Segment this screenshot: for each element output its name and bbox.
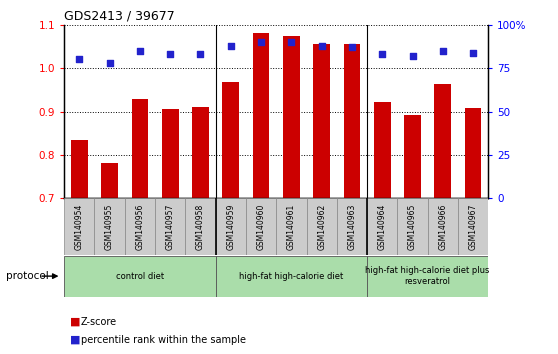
Bar — [192, 107, 209, 198]
Bar — [344, 44, 360, 198]
FancyBboxPatch shape — [367, 198, 397, 255]
Bar — [162, 109, 179, 198]
Text: GSM140962: GSM140962 — [317, 204, 326, 250]
Bar — [132, 98, 148, 198]
Text: GSM140961: GSM140961 — [287, 204, 296, 250]
Text: Z-score: Z-score — [81, 317, 117, 327]
FancyBboxPatch shape — [64, 198, 94, 255]
Bar — [313, 44, 330, 198]
Text: GSM140959: GSM140959 — [227, 203, 235, 250]
Point — [378, 51, 387, 57]
FancyBboxPatch shape — [215, 256, 367, 297]
FancyBboxPatch shape — [215, 198, 246, 255]
Point — [75, 57, 84, 62]
Bar — [465, 108, 482, 198]
Point — [227, 43, 235, 48]
FancyBboxPatch shape — [427, 198, 458, 255]
Point — [317, 43, 326, 48]
FancyBboxPatch shape — [155, 198, 185, 255]
Text: GSM140957: GSM140957 — [166, 203, 175, 250]
FancyBboxPatch shape — [246, 198, 276, 255]
Text: GSM140956: GSM140956 — [136, 203, 145, 250]
Text: GSM140966: GSM140966 — [439, 203, 448, 250]
Bar — [71, 140, 88, 198]
FancyBboxPatch shape — [185, 198, 215, 255]
Point — [105, 60, 114, 66]
Text: GSM140964: GSM140964 — [378, 203, 387, 250]
Point — [287, 39, 296, 45]
Text: GSM140960: GSM140960 — [257, 203, 266, 250]
Text: GSM140955: GSM140955 — [105, 203, 114, 250]
Text: high-fat high-calorie diet: high-fat high-calorie diet — [239, 272, 344, 281]
FancyBboxPatch shape — [125, 198, 155, 255]
Bar — [435, 84, 451, 198]
Text: ■: ■ — [70, 335, 80, 345]
Point — [439, 48, 448, 53]
FancyBboxPatch shape — [276, 198, 306, 255]
FancyBboxPatch shape — [306, 198, 337, 255]
FancyBboxPatch shape — [94, 198, 125, 255]
Text: percentile rank within the sample: percentile rank within the sample — [81, 335, 246, 345]
Bar — [404, 115, 421, 198]
Point — [469, 50, 478, 55]
Bar — [253, 33, 270, 198]
Bar — [101, 163, 118, 198]
Point — [166, 51, 175, 57]
FancyBboxPatch shape — [64, 256, 215, 297]
Text: control diet: control diet — [116, 272, 164, 281]
Point — [257, 39, 266, 45]
Text: GSM140965: GSM140965 — [408, 203, 417, 250]
Text: GSM140954: GSM140954 — [75, 203, 84, 250]
Text: GSM140963: GSM140963 — [348, 203, 357, 250]
Text: GSM140958: GSM140958 — [196, 204, 205, 250]
FancyBboxPatch shape — [458, 198, 488, 255]
Text: high-fat high-calorie diet plus
resveratrol: high-fat high-calorie diet plus resverat… — [365, 267, 490, 286]
Point — [196, 51, 205, 57]
Text: ■: ■ — [70, 317, 80, 327]
FancyBboxPatch shape — [397, 198, 427, 255]
Text: protocol: protocol — [6, 271, 49, 281]
Point — [348, 45, 357, 50]
Text: GDS2413 / 39677: GDS2413 / 39677 — [64, 9, 175, 22]
Bar — [283, 36, 300, 198]
FancyBboxPatch shape — [337, 198, 367, 255]
Point — [408, 53, 417, 59]
Bar — [223, 82, 239, 198]
Point — [136, 48, 145, 53]
Text: GSM140967: GSM140967 — [469, 203, 478, 250]
FancyBboxPatch shape — [367, 256, 488, 297]
Bar — [374, 102, 391, 198]
